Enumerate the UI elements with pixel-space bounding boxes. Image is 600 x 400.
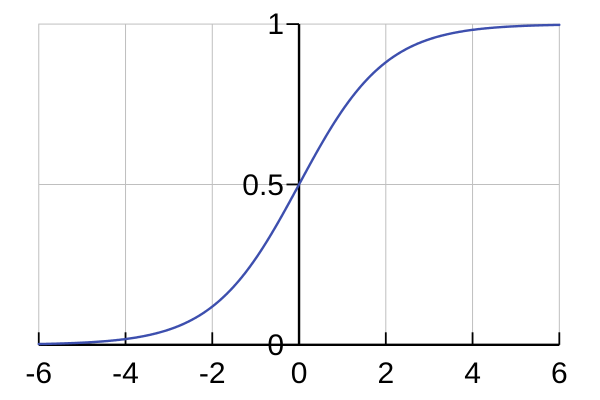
svg-text:-6: -6 [25, 357, 52, 390]
svg-text:4: 4 [464, 357, 481, 390]
svg-text:-4: -4 [112, 357, 139, 390]
svg-text:0: 0 [267, 329, 284, 362]
svg-text:-2: -2 [199, 357, 226, 390]
svg-text:6: 6 [551, 357, 568, 390]
svg-text:0.5: 0.5 [242, 169, 284, 202]
svg-text:2: 2 [377, 357, 394, 390]
svg-text:1: 1 [267, 8, 284, 41]
svg-text:0: 0 [291, 357, 308, 390]
